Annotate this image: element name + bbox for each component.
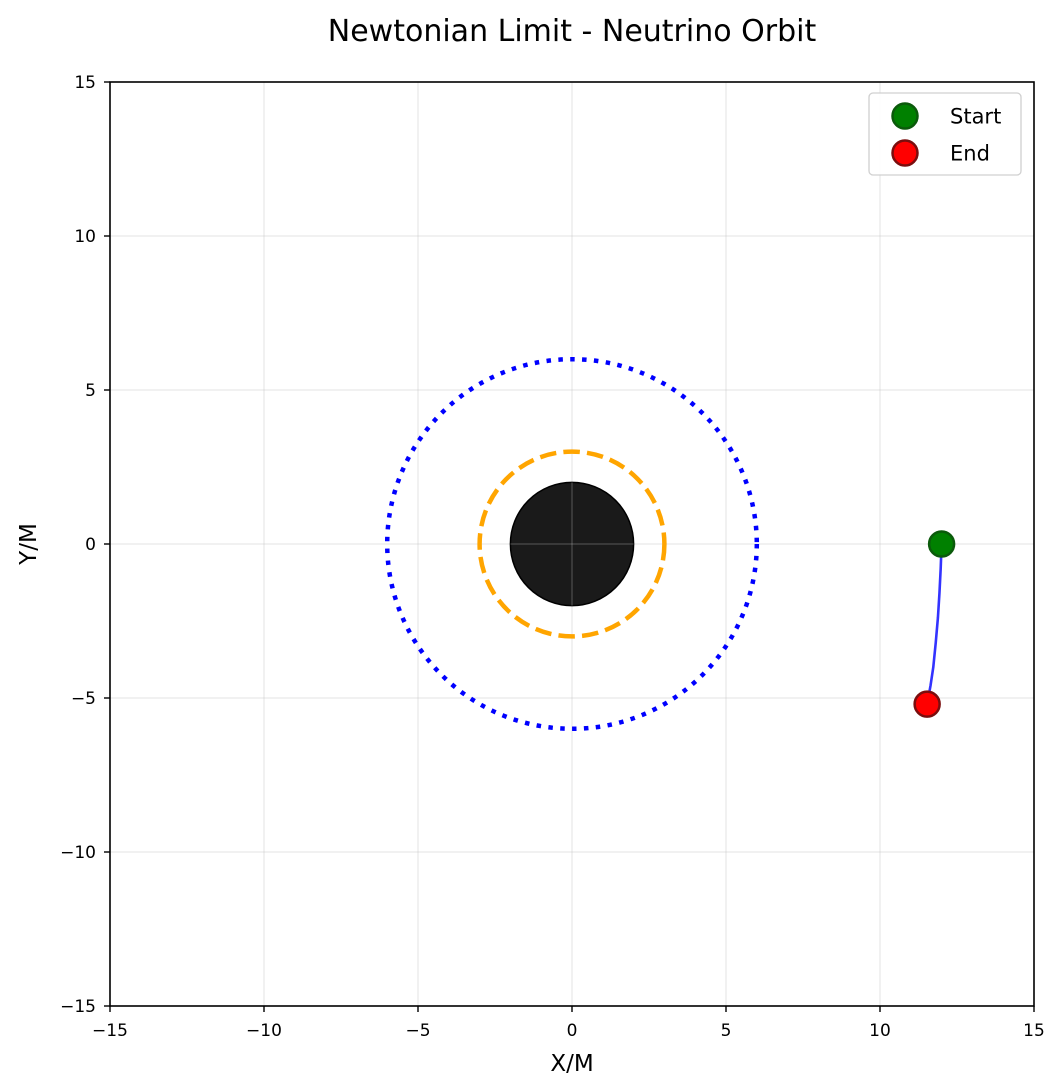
black-hole-disk [509, 481, 635, 607]
x-tick-label: 15 [1023, 1021, 1045, 1041]
y-tick-label: −5 [71, 689, 96, 709]
data-group [384, 356, 956, 732]
start-marker [927, 530, 956, 558]
legend-label: End [950, 142, 990, 166]
legend-marker [891, 102, 919, 130]
x-tick-label: 0 [567, 1021, 578, 1041]
y-tick-label: 5 [85, 381, 96, 401]
x-tick-label: 10 [869, 1021, 891, 1041]
trajectory-line [925, 542, 943, 706]
y-tick-label: 10 [74, 227, 96, 247]
y-tick-label: −10 [60, 843, 96, 863]
x-tick-label: −10 [246, 1021, 282, 1041]
x-tick-label: −5 [405, 1021, 430, 1041]
y-axis-label: Y/M [16, 523, 42, 566]
end-marker [913, 690, 941, 718]
legend-marker [891, 139, 919, 167]
y-tick-label: 0 [85, 535, 96, 555]
photon-sphere-circle [477, 449, 667, 639]
y-tick-label: 15 [74, 73, 96, 93]
axes-group: −15 −10 −5 0 5 10 15 −15 −10 −5 0 5 10 15 [60, 73, 1045, 1041]
x-tick-label: 5 [721, 1021, 732, 1041]
x-axis-label: X/M [550, 1051, 593, 1077]
y-tick-label: −15 [60, 997, 96, 1017]
legend-group: Start End [868, 92, 1022, 176]
isco-circle [384, 356, 760, 732]
legend-label: Start [950, 105, 1001, 129]
x-tick-label: −15 [92, 1021, 128, 1041]
chart-title: Newtonian Limit - Neutrino Orbit [328, 14, 817, 49]
